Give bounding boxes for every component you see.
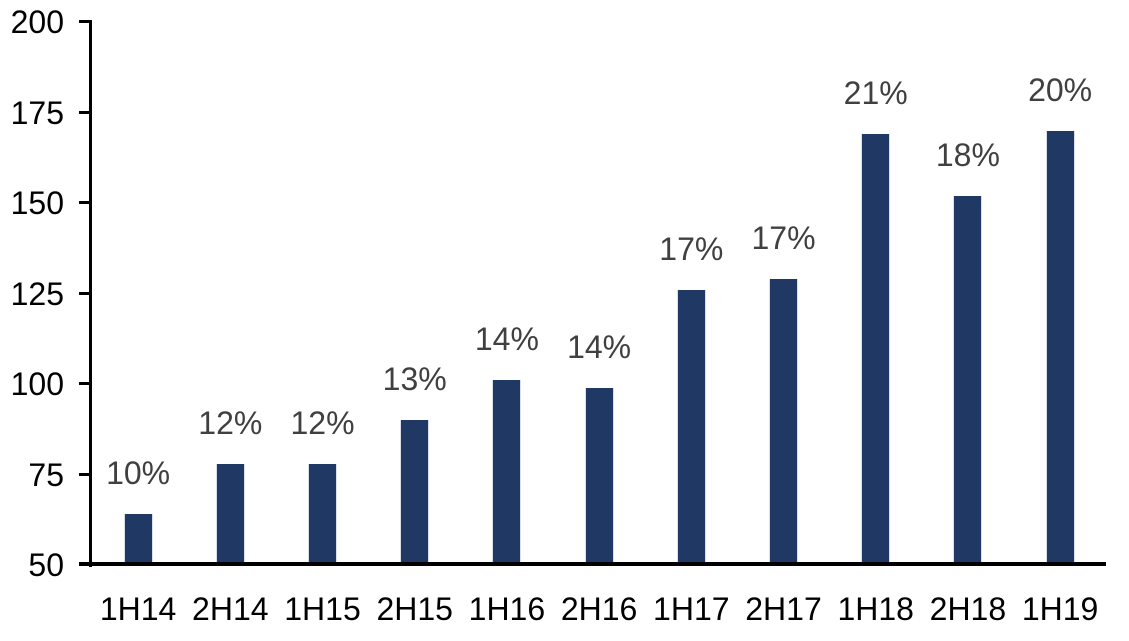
x-tick-label: 1H17 <box>653 591 730 627</box>
bar-1H14 <box>123 514 153 565</box>
y-tick-mark <box>79 291 92 295</box>
x-axis-line <box>79 562 1107 566</box>
x-tick-label: 2H15 <box>376 591 453 627</box>
bar-value-label: 12% <box>198 404 263 441</box>
bar-value-label: 14% <box>474 321 539 358</box>
x-tick-label: 2H17 <box>745 591 822 627</box>
x-tick-label: 2H18 <box>929 591 1007 627</box>
bar-1H19 <box>1045 130 1075 565</box>
y-tick-label: 125 <box>10 275 64 312</box>
bar-value-label: 20% <box>1028 71 1093 108</box>
y-tick-mark <box>79 110 92 114</box>
bar-value-label: 10% <box>106 455 171 492</box>
y-tick-mark <box>79 382 92 385</box>
bar-2H16 <box>584 387 614 565</box>
x-tick-label: 1H14 <box>99 591 177 627</box>
bar-1H18 <box>861 134 891 565</box>
x-tick-label: 1H18 <box>837 591 914 627</box>
bar-2H18 <box>953 195 983 565</box>
y-tick-label: 50 <box>28 547 64 583</box>
y-tick-label: 175 <box>10 94 64 131</box>
x-tick-label: 1H15 <box>284 591 361 627</box>
bar-value-label: 14% <box>567 328 632 365</box>
x-tick-label: 2H14 <box>192 591 269 627</box>
bar-1H17 <box>676 289 706 565</box>
y-axis-line <box>89 22 92 567</box>
bar-2H14 <box>215 463 245 565</box>
bar-1H16 <box>492 380 522 565</box>
y-tick-mark <box>79 20 92 23</box>
bar-value-label: 13% <box>382 361 447 398</box>
y-tick-mark <box>79 472 92 476</box>
x-tick-label: 2H16 <box>560 591 638 627</box>
bar-2H15 <box>400 420 430 565</box>
y-tick-mark <box>79 201 92 204</box>
x-tick-label: 1H16 <box>468 591 546 627</box>
bar-1H15 <box>308 463 337 565</box>
bar-2H17 <box>769 279 798 565</box>
x-tick-label: 1H19 <box>1021 591 1099 627</box>
y-tick-label: 150 <box>10 185 64 221</box>
bar-value-label: 18% <box>935 136 1000 173</box>
y-tick-label: 75 <box>28 456 64 493</box>
y-tick-label: 200 <box>10 4 64 40</box>
bar-value-label: 21% <box>843 75 908 112</box>
bar-value-label: 12% <box>290 404 355 441</box>
y-tick-label: 100 <box>10 366 64 402</box>
bar-value-label: 17% <box>751 220 816 257</box>
bar-value-label: 17% <box>659 230 724 267</box>
